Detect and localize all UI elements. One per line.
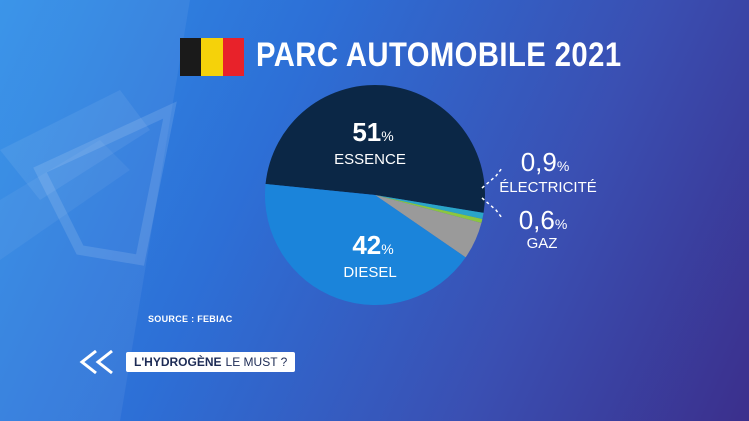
chart-title: PARC AUTOMOBILE 2021 [256, 36, 622, 74]
double-chevron-left-icon [79, 349, 113, 375]
electricite-percent: 0,9% [521, 147, 570, 177]
gaz-percent: 0,6% [519, 205, 568, 235]
ticker-rest-text: LE MUST ? [225, 355, 288, 369]
ticker-label: L'HYDROGÈNE LE MUST ? [126, 352, 296, 372]
flag-stripe-black [180, 38, 202, 76]
pie-slice-gaz [375, 195, 483, 223]
essence-label: ESSENCE [334, 151, 406, 168]
diesel-percent: 42% [352, 230, 393, 260]
ticker-bold-text: L'HYDROGÈNE [134, 355, 222, 369]
essence-percent: 51% [352, 117, 393, 147]
source-note: SOURCE : FEBIAC [148, 314, 233, 324]
pie-slice-électricité [375, 195, 484, 219]
pie-slice-essence [265, 85, 485, 213]
flag-stripe-yellow [201, 38, 223, 76]
gaz-label: GAZ [527, 235, 558, 252]
electricite-label: ÉLECTRICITÉ [499, 179, 597, 196]
diesel-label: DIESEL [343, 264, 396, 281]
belgian-flag [180, 38, 244, 76]
pie-slice-autre [375, 195, 482, 258]
ticker-bar: L'HYDROGÈNE LE MUST ? [76, 349, 296, 375]
flag-stripe-red [222, 38, 244, 76]
electricite-connector-line [481, 167, 503, 189]
pie-slice-diesel [264, 184, 466, 305]
gaz-connector-line [481, 197, 503, 219]
